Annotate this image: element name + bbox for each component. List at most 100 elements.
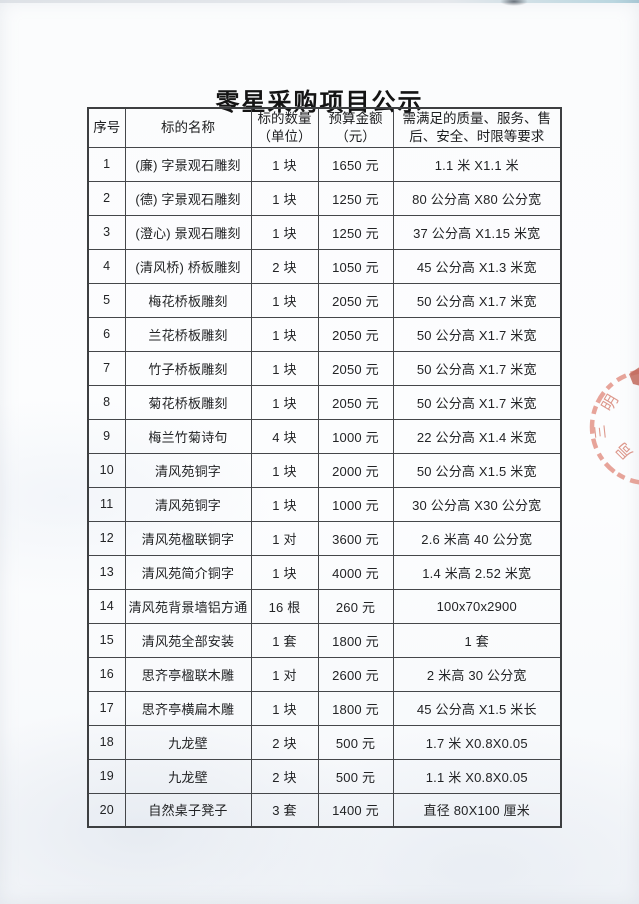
cell-budget: 2050 元 — [317, 384, 394, 420]
cell-quantity: 1 块 — [250, 146, 319, 182]
cell-quantity: 3 套 — [250, 792, 319, 828]
table-row: 8 菊花桥板雕刻 1 块 2050 元 50 公分高 X1.7 米宽 — [87, 384, 562, 420]
cell-budget: 2050 元 — [317, 350, 394, 386]
cell-quantity: 2 块 — [250, 248, 319, 284]
table-row: 14 清风苑背景墙铝方通 16 根 260 元 100x70x2900 — [87, 588, 562, 624]
cell-quantity: 1 块 — [250, 316, 319, 352]
table-row: 10 清风苑铜字 1 块 2000 元 50 公分高 X1.5 米宽 — [87, 452, 562, 488]
cell-requirements: 1.1 米 X0.8X0.05 — [392, 758, 562, 794]
table-row: 1 (廉) 字景观石雕刻 1 块 1650 元 1.1 米 X1.1 米 — [87, 146, 562, 182]
cell-serial-number: 18 — [87, 724, 126, 760]
cell-serial-number: 9 — [87, 418, 126, 454]
cell-quantity: 1 块 — [250, 384, 319, 420]
scan-edge-artifact — [0, 0, 639, 3]
stamp-char-1: 明 — [599, 392, 622, 414]
cell-quantity: 1 套 — [250, 622, 319, 658]
cell-requirements: 37 公分高 X1.15 米宽 — [392, 214, 562, 250]
cell-quantity: 2 块 — [250, 724, 319, 760]
cell-subject-name: 思齐亭横扁木雕 — [124, 690, 252, 726]
procurement-table-body: 1 (廉) 字景观石雕刻 1 块 1650 元 1.1 米 X1.1 米 2 (… — [87, 146, 562, 828]
cell-budget: 4000 元 — [317, 554, 394, 590]
stamp-char-2: 三 — [593, 424, 609, 439]
cell-subject-name: 竹子桥板雕刻 — [124, 350, 252, 386]
cell-serial-number: 3 — [87, 214, 126, 250]
cell-requirements: 2 米高 30 公分宽 — [392, 656, 562, 692]
cell-requirements: 50 公分高 X1.7 米宽 — [392, 316, 562, 352]
cell-requirements: 1.7 米 X0.8X0.05 — [392, 724, 562, 760]
cell-subject-name: 清风苑背景墙铝方通 — [124, 588, 252, 624]
cell-subject-name: 清风苑全部安装 — [124, 622, 252, 658]
cell-serial-number: 17 — [87, 690, 126, 726]
cell-budget: 1050 元 — [317, 248, 394, 284]
table-row: 3 (澄心) 景观石雕刻 1 块 1250 元 37 公分高 X1.15 米宽 — [87, 214, 562, 250]
official-seal-stamp: 明 三 局 — [589, 367, 639, 485]
cell-budget: 1800 元 — [317, 622, 394, 658]
cell-serial-number: 10 — [87, 452, 126, 488]
table-row: 11 清风苑铜字 1 块 1000 元 30 公分高 X30 公分宽 — [87, 486, 562, 522]
header-subject-name: 标的名称 — [124, 107, 252, 148]
cell-serial-number: 1 — [87, 146, 126, 182]
cell-subject-name: (澄心) 景观石雕刻 — [124, 214, 252, 250]
cell-subject-name: 思齐亭楹联木雕 — [124, 656, 252, 692]
cell-requirements: 50 公分高 X1.5 米宽 — [392, 452, 562, 488]
cell-subject-name: 梅兰竹菊诗句 — [124, 418, 252, 454]
cell-serial-number: 2 — [87, 180, 126, 216]
cell-quantity: 1 块 — [250, 214, 319, 250]
cell-requirements: 1 套 — [392, 622, 562, 658]
cell-serial-number: 8 — [87, 384, 126, 420]
cell-serial-number: 20 — [87, 792, 126, 828]
cell-serial-number: 14 — [87, 588, 126, 624]
cell-requirements: 45 公分高 X1.5 米长 — [392, 690, 562, 726]
cell-subject-name: 九龙壁 — [124, 724, 252, 760]
cell-subject-name: 清风苑铜字 — [124, 486, 252, 522]
table-row: 15 清风苑全部安装 1 套 1800 元 1 套 — [87, 622, 562, 658]
cell-budget: 1000 元 — [317, 418, 394, 454]
cell-budget: 2050 元 — [317, 316, 394, 352]
cell-quantity: 1 块 — [250, 350, 319, 386]
table-row: 13 清风苑简介铜字 1 块 4000 元 1.4 米高 2.52 米宽 — [87, 554, 562, 590]
cell-requirements: 45 公分高 X1.3 米宽 — [392, 248, 562, 284]
cell-subject-name: 自然桌子凳子 — [124, 792, 252, 828]
table-row: 17 思齐亭横扁木雕 1 块 1800 元 45 公分高 X1.5 米长 — [87, 690, 562, 726]
table-row: 4 (清风桥) 桥板雕刻 2 块 1050 元 45 公分高 X1.3 米宽 — [87, 248, 562, 284]
cell-serial-number: 4 — [87, 248, 126, 284]
cell-budget: 2600 元 — [317, 656, 394, 692]
cell-budget: 2050 元 — [317, 282, 394, 318]
cell-budget: 2000 元 — [317, 452, 394, 488]
table-row: 5 梅花桥板雕刻 1 块 2050 元 50 公分高 X1.7 米宽 — [87, 282, 562, 318]
stamp-char-3: 局 — [613, 439, 636, 462]
cell-requirements: 2.6 米高 40 公分宽 — [392, 520, 562, 556]
cell-serial-number: 5 — [87, 282, 126, 318]
cell-budget: 500 元 — [317, 724, 394, 760]
cell-requirements: 22 公分高 X1.4 米宽 — [392, 418, 562, 454]
header-serial-number: 序号 — [87, 107, 126, 148]
table-row: 12 清风苑楹联铜字 1 对 3600 元 2.6 米高 40 公分宽 — [87, 520, 562, 556]
cell-requirements: 50 公分高 X1.7 米宽 — [392, 282, 562, 318]
table-row: 18 九龙壁 2 块 500 元 1.7 米 X0.8X0.05 — [87, 724, 562, 760]
cell-subject-name: 菊花桥板雕刻 — [124, 384, 252, 420]
cell-budget: 1250 元 — [317, 214, 394, 250]
cell-quantity: 2 块 — [250, 758, 319, 794]
cell-quantity: 4 块 — [250, 418, 319, 454]
table-row: 19 九龙壁 2 块 500 元 1.1 米 X0.8X0.05 — [87, 758, 562, 794]
stamp-ring — [589, 369, 639, 485]
scan-blob-artifact — [500, 0, 528, 6]
cell-serial-number: 15 — [87, 622, 126, 658]
header-quantity-unit: 标的数量 （单位） — [250, 107, 319, 148]
table-row: 2 (德) 字景观石雕刻 1 块 1250 元 80 公分高 X80 公分宽 — [87, 180, 562, 216]
cell-requirements: 30 公分高 X30 公分宽 — [392, 486, 562, 522]
cell-requirements: 80 公分高 X80 公分宽 — [392, 180, 562, 216]
procurement-table-header: 序号 标的名称 标的数量 （单位） 预算金额 （元） 需满足的质量、服务、售后、… — [87, 107, 562, 148]
cell-budget: 1800 元 — [317, 690, 394, 726]
header-budget-amount: 预算金额 （元） — [317, 107, 394, 148]
cell-subject-name: 清风苑楹联铜字 — [124, 520, 252, 556]
cell-quantity: 1 块 — [250, 180, 319, 216]
cell-budget: 3600 元 — [317, 520, 394, 556]
cell-requirements: 直径 80X100 厘米 — [392, 792, 562, 828]
cell-subject-name: 清风苑简介铜字 — [124, 554, 252, 590]
cell-serial-number: 12 — [87, 520, 126, 556]
cell-requirements: 1.4 米高 2.52 米宽 — [392, 554, 562, 590]
cell-quantity: 1 块 — [250, 554, 319, 590]
table-row: 7 竹子桥板雕刻 1 块 2050 元 50 公分高 X1.7 米宽 — [87, 350, 562, 386]
cell-budget: 1400 元 — [317, 792, 394, 828]
